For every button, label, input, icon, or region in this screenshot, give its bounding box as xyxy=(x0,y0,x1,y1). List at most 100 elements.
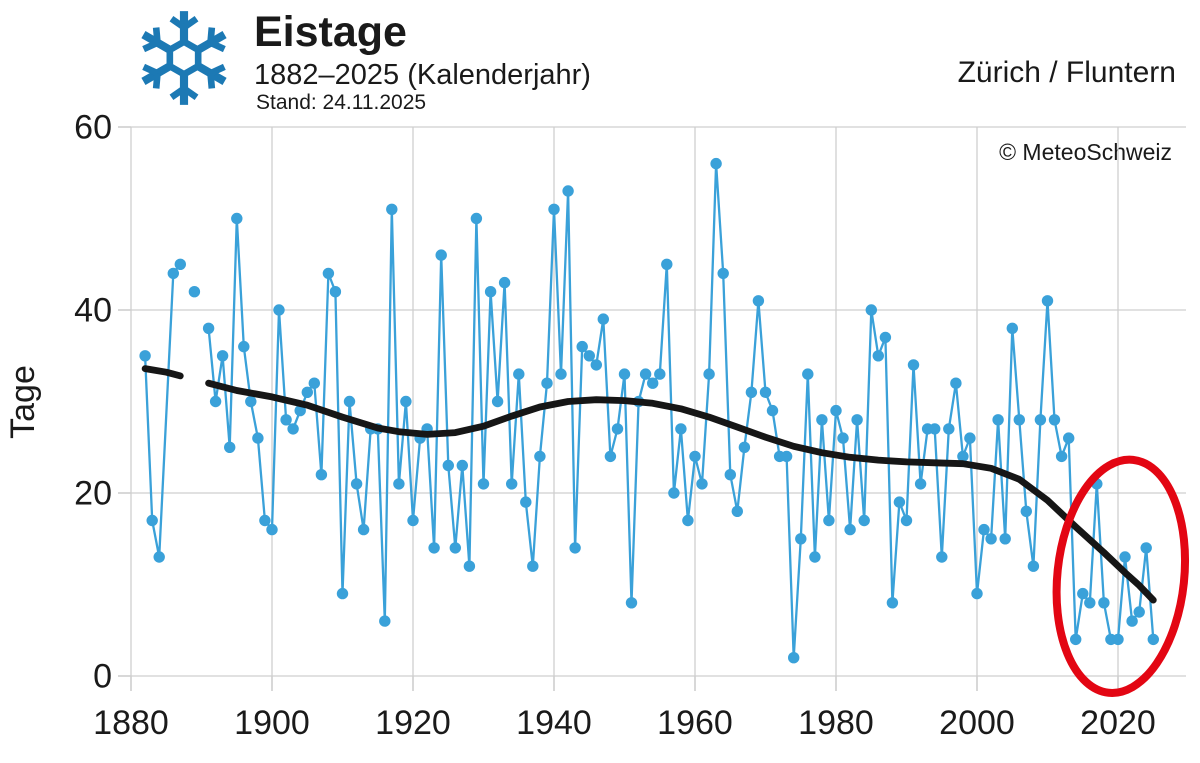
data-point xyxy=(188,286,201,298)
data-point xyxy=(717,267,729,280)
data-point xyxy=(865,304,877,316)
data-point xyxy=(350,478,363,490)
data-point xyxy=(1077,587,1089,600)
data-point xyxy=(830,404,842,417)
trend-line xyxy=(141,365,184,380)
data-point xyxy=(329,286,342,298)
y-tick-label: 20 xyxy=(74,475,112,513)
y-tick-label: 60 xyxy=(74,109,112,147)
data-point xyxy=(809,551,821,563)
data-point xyxy=(802,368,814,380)
data-point xyxy=(562,185,574,197)
data-point xyxy=(442,459,454,472)
data-point xyxy=(498,276,511,289)
data-point xyxy=(1048,414,1061,426)
trend-line xyxy=(205,379,1157,604)
data-point xyxy=(597,313,609,325)
data-point xyxy=(343,395,356,408)
data-point xyxy=(907,359,920,371)
data-point xyxy=(604,450,617,463)
data-point xyxy=(823,514,835,527)
data-point xyxy=(273,304,285,316)
data-point xyxy=(407,514,419,527)
data-point xyxy=(837,432,849,444)
data-point xyxy=(315,469,328,481)
data-point xyxy=(1027,560,1040,572)
data-point xyxy=(936,551,948,563)
y-tick-label: 40 xyxy=(74,292,112,330)
data-point xyxy=(992,414,1004,426)
data-point xyxy=(294,404,306,417)
data-point xyxy=(978,523,990,536)
data-point xyxy=(238,340,250,353)
data-point xyxy=(1147,633,1160,646)
data-point xyxy=(929,423,941,435)
series-line xyxy=(143,263,182,559)
data-point xyxy=(216,350,229,362)
data-point xyxy=(1041,295,1054,307)
data-point xyxy=(1133,606,1145,618)
data-point xyxy=(400,395,412,408)
snowflake-icon xyxy=(131,4,237,112)
data-point xyxy=(738,441,751,453)
data-point xyxy=(647,377,659,389)
page-title: Eistage xyxy=(254,8,407,56)
data-point xyxy=(167,267,179,280)
data-point xyxy=(576,340,588,353)
data-point xyxy=(569,542,581,554)
x-tick-label: 1960 xyxy=(657,704,733,742)
status-date: Stand: 24.11.2025 xyxy=(256,91,427,114)
data-point xyxy=(245,395,257,408)
data-point xyxy=(308,377,320,389)
data-point xyxy=(689,450,701,463)
x-tick-label: 1920 xyxy=(375,704,451,742)
data-point xyxy=(675,423,687,435)
data-point xyxy=(900,514,913,527)
data-point xyxy=(463,560,476,572)
y-tick-label: 0 xyxy=(93,658,112,696)
data-point xyxy=(752,295,765,307)
data-point xyxy=(322,267,335,280)
data-point xyxy=(146,514,158,527)
data-point xyxy=(280,414,292,426)
data-point xyxy=(872,350,884,362)
data-point xyxy=(527,560,539,572)
data-point xyxy=(893,496,906,508)
data-point xyxy=(710,157,722,170)
data-point xyxy=(816,414,828,426)
data-point xyxy=(703,368,715,380)
data-point xyxy=(724,469,736,481)
data-point xyxy=(886,597,899,609)
data-point xyxy=(139,350,151,362)
data-point xyxy=(541,377,553,389)
data-point xyxy=(477,478,490,490)
data-point xyxy=(513,368,525,380)
data-point xyxy=(914,478,927,490)
data-point xyxy=(731,505,743,517)
data-point xyxy=(583,350,595,362)
data-point xyxy=(957,450,969,463)
snowflake-icon-svg xyxy=(141,11,227,105)
data-point xyxy=(357,523,370,536)
data-point xyxy=(985,533,997,545)
data-point xyxy=(1140,542,1152,554)
data-point xyxy=(336,587,349,600)
data-point xyxy=(879,331,892,344)
data-point xyxy=(844,523,856,536)
data-point xyxy=(520,496,532,508)
x-tick-label: 1900 xyxy=(234,704,310,742)
data-point xyxy=(668,487,680,499)
data-point xyxy=(745,386,758,398)
data-point xyxy=(287,423,299,435)
page-subtitle: 1882–2025 (Kalenderjahr) xyxy=(254,59,591,91)
data-point xyxy=(858,514,870,527)
data-point xyxy=(851,414,863,426)
data-point xyxy=(449,542,461,554)
data-point xyxy=(379,615,391,627)
data-point xyxy=(1013,414,1025,426)
x-tick-label: 2000 xyxy=(939,704,1015,742)
data-point xyxy=(1098,597,1110,609)
data-point xyxy=(491,395,504,408)
data-point xyxy=(174,258,186,270)
data-point xyxy=(611,423,624,435)
